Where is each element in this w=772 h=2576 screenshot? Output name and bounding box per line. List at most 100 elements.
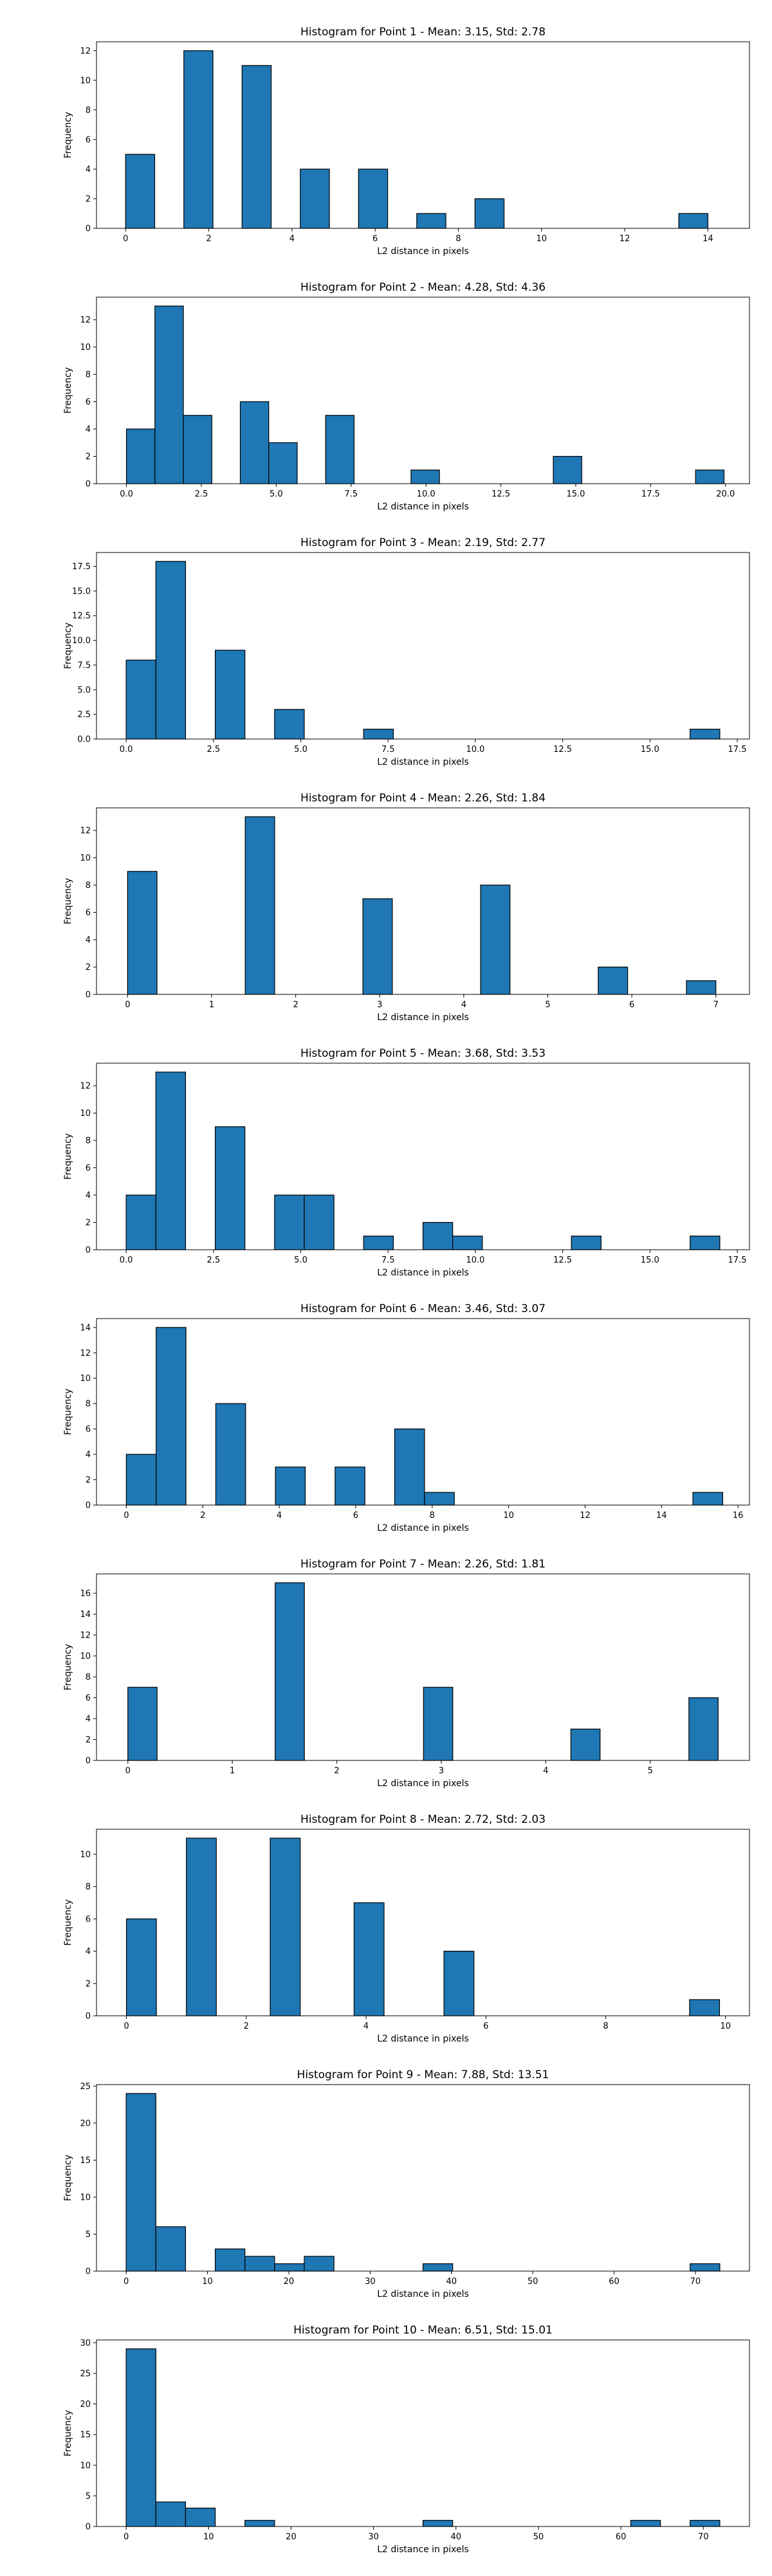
chart-title: Histogram for Point 6 - Mean: 3.46, Std:…	[300, 1302, 546, 1315]
x-axis-label: L2 distance in pixels	[377, 1268, 469, 1278]
y-tick-label: 6	[86, 1915, 91, 1924]
x-tick-label: 2	[206, 234, 211, 244]
histogram-bar	[353, 1902, 385, 2016]
x-tick-label: 12.5	[492, 489, 510, 499]
histogram-panel-2: Histogram for Point 2 - Mean: 4.28, Std:…	[63, 281, 750, 512]
axes-frame	[96, 1829, 750, 2016]
histogram-bar	[125, 1454, 157, 1506]
x-tick-label: 12	[580, 1511, 591, 1521]
histogram-bar	[570, 1728, 601, 1761]
x-tick-label: 10	[720, 2022, 731, 2031]
histogram-bar	[125, 659, 156, 740]
chart-title: Histogram for Point 4 - Mean: 2.26, Std:…	[300, 792, 546, 805]
x-tick-label: 60	[609, 2277, 620, 2287]
y-tick-label: 0	[86, 2012, 91, 2022]
histogram-bar	[275, 1466, 306, 1506]
x-tick-label: 4	[290, 234, 295, 244]
histogram-bar	[275, 1582, 305, 1761]
x-tick-label: 10	[203, 2532, 214, 2542]
histogram-bar	[571, 1236, 602, 1250]
y-axis-label: Frequency	[63, 1644, 73, 1690]
x-tick-label: 2	[200, 1511, 205, 1521]
x-tick-label: 30	[368, 2532, 379, 2542]
histogram-bar	[270, 1838, 301, 2016]
histogram-bar	[630, 2519, 661, 2527]
y-tick-label: 6	[86, 397, 91, 407]
axes-frame	[96, 1573, 750, 1761]
axes-frame	[96, 2084, 750, 2272]
y-tick-label: 4	[86, 1450, 91, 1460]
histogram-bar	[125, 428, 156, 484]
y-axis-label: Frequency	[63, 878, 73, 924]
x-tick-label: 17.5	[641, 489, 660, 499]
axes-frame	[96, 41, 750, 229]
y-tick-label: 12	[80, 1082, 91, 1092]
y-axis-label: Frequency	[63, 2410, 73, 2456]
y-tick-label: 2	[86, 1218, 91, 1228]
histogram-bar	[690, 1236, 721, 1250]
histogram-bar	[394, 1429, 425, 1506]
histogram-bar	[325, 415, 355, 484]
histogram-bar	[300, 169, 330, 229]
histogram-bar	[422, 2263, 454, 2272]
x-axis-label: L2 distance in pixels	[377, 2034, 469, 2044]
histogram-bar	[183, 50, 214, 229]
x-tick-label: 2.5	[195, 489, 208, 499]
x-tick-label: 15.0	[566, 489, 585, 499]
y-tick-label: 15	[80, 2156, 91, 2166]
histogram-bar	[214, 650, 246, 740]
histogram-bar	[155, 2501, 187, 2527]
histogram-bar	[690, 2519, 721, 2527]
x-axis-label: L2 distance in pixels	[377, 757, 469, 767]
x-tick-label: 30	[365, 2277, 376, 2287]
x-tick-label: 14	[656, 1511, 667, 1521]
x-tick-label: 8	[455, 234, 461, 244]
histogram-bar	[362, 898, 393, 995]
histogram-bar	[244, 816, 275, 995]
x-tick-label: 14	[703, 234, 713, 244]
y-axis-label: Frequency	[63, 2155, 73, 2201]
x-tick-label: 7	[713, 1000, 719, 1010]
y-tick-label: 8	[86, 881, 91, 891]
chart-title: Histogram for Point 9 - Mean: 7.88, Std:…	[297, 2069, 549, 2081]
y-axis-label: Frequency	[63, 1133, 73, 1180]
chart-title: Histogram for Point 3 - Mean: 2.19, Std:…	[300, 536, 546, 549]
histogram-bar	[244, 2519, 275, 2527]
x-tick-label: 10.0	[466, 745, 484, 754]
y-tick-label: 6	[86, 1425, 91, 1434]
histogram-bar	[127, 871, 158, 995]
x-tick-label: 5	[648, 1766, 653, 1776]
histogram-bar	[689, 1999, 721, 2016]
y-tick-label: 7.5	[77, 661, 91, 670]
x-tick-label: 3	[377, 1000, 382, 1010]
x-axis-label: L2 distance in pixels	[377, 1523, 469, 1533]
y-tick-label: 10	[80, 854, 91, 863]
y-tick-label: 5.0	[77, 686, 91, 695]
histogram-bar	[241, 65, 272, 229]
y-tick-label: 0	[86, 2523, 91, 2532]
x-tick-label: 6	[483, 2022, 488, 2031]
x-axis-label: L2 distance in pixels	[377, 2289, 469, 2299]
x-tick-label: 12.5	[553, 745, 572, 754]
histogram-panel-1: Histogram for Point 1 - Mean: 3.15, Std:…	[63, 26, 750, 257]
y-tick-label: 25	[80, 2082, 91, 2092]
histogram-bar	[304, 1194, 335, 1250]
y-tick-label: 12	[80, 46, 91, 56]
histogram-bar	[185, 2507, 216, 2527]
histogram-bar	[274, 2263, 305, 2272]
y-tick-label: 6	[86, 135, 91, 145]
y-tick-label: 8	[86, 105, 91, 115]
x-tick-label: 2.5	[207, 745, 220, 754]
y-tick-label: 8	[86, 1883, 91, 1892]
histogram-bar	[363, 1236, 394, 1250]
axes-frame	[96, 1063, 750, 1250]
x-tick-label: 0	[125, 1766, 131, 1776]
histogram-bar	[422, 2519, 454, 2527]
histogram-bar	[480, 884, 511, 995]
x-tick-label: 6	[629, 1000, 634, 1010]
y-axis-label: Frequency	[63, 1899, 73, 1946]
histogram-bar	[214, 1126, 246, 1250]
histogram-bar	[183, 415, 212, 484]
histogram-bar	[358, 169, 389, 229]
x-tick-label: 17.5	[728, 745, 747, 754]
